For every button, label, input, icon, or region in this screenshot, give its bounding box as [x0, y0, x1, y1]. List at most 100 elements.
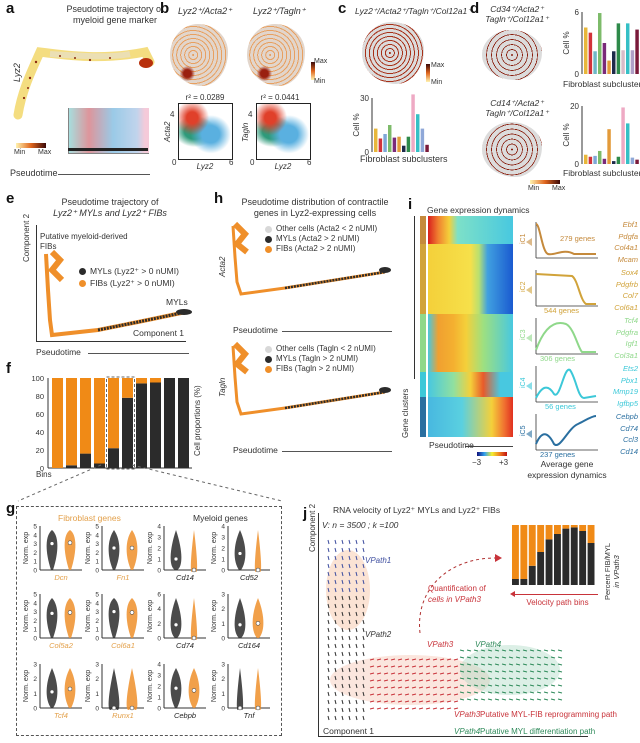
velocity-arrow-path3	[411, 672, 417, 675]
legend-swatch-fibs	[79, 280, 86, 287]
y-tick-label: 40	[36, 428, 44, 437]
bar-myls-bin-10	[178, 378, 189, 468]
velocity-arrow-path4	[557, 663, 563, 666]
violin-fib	[126, 668, 138, 711]
bar-9	[621, 50, 625, 74]
marker-gene-mmp19: Mmp19	[612, 387, 638, 396]
velocity-arrow-path4	[473, 698, 479, 701]
bar-fib-bin-8	[570, 525, 578, 528]
velocity-arrow	[334, 691, 337, 697]
velocity-arrow-path4	[550, 684, 556, 687]
panel-a-inset-scatter	[68, 108, 149, 154]
velocity-arrow	[355, 539, 358, 545]
cluster-gene-count: 306 genes	[540, 354, 576, 363]
gene-label: Runx1	[112, 711, 134, 720]
panel-label-c: c	[338, 0, 347, 17]
panel-i-colorbar	[477, 452, 507, 456]
velocity-arrow	[334, 667, 337, 673]
fib-cluster	[47, 249, 65, 283]
velocity-arrow	[348, 619, 351, 625]
velocity-arrow	[341, 547, 344, 553]
velocity-arrow	[334, 635, 337, 641]
panel-j-inset-ylabel-line1: Percent FIB/MYL	[603, 542, 612, 600]
bar-fibs-bin-7	[136, 378, 147, 384]
velocity-arrow-path3	[369, 658, 375, 661]
velocity-arrow-path3	[376, 679, 382, 682]
velocity-arrow-path4	[487, 691, 493, 694]
myl-cluster	[176, 309, 192, 315]
panel-i-footer: Average gene expression dynamics	[522, 459, 612, 481]
bar-9	[621, 107, 625, 164]
velocity-arrow-path3	[383, 700, 389, 703]
velocity-arrow	[355, 667, 358, 673]
median-dot-myl	[237, 705, 243, 711]
velocity-arrow	[355, 643, 358, 649]
panel-c-bar-chart: 0 30 Cell %	[352, 94, 429, 157]
panel-j-quantification: Quantification of cells in VPath3	[428, 583, 486, 605]
bar-3	[383, 134, 387, 152]
panel-d-title-cd34: Cd34⁺/Acta2⁺ Tagln⁺/Col12a1⁺	[482, 4, 552, 24]
bar-fibs-bin-6	[122, 378, 133, 398]
velocity-arrow	[362, 683, 365, 689]
velocity-arrow	[348, 563, 351, 569]
velocity-arrow-path3	[404, 672, 410, 675]
bar-fib-bin-7	[562, 525, 570, 529]
bar-fibs-bin-2	[66, 378, 77, 466]
velocity-arrow-path4	[515, 677, 521, 680]
bar-myl-bin-6	[554, 534, 561, 585]
velocity-arrow-path4	[515, 649, 521, 652]
cluster-marker-triangle	[526, 334, 532, 342]
velocity-arrow-path3	[439, 700, 445, 703]
bar-myls-bin-6	[122, 397, 133, 468]
velocity-arrow	[348, 675, 351, 681]
velocity-arrow-path4	[494, 670, 500, 673]
heatmap-block-ic4	[428, 372, 513, 397]
y-tick-label: 100	[31, 374, 44, 383]
velocity-arrow-path4	[494, 691, 500, 694]
trajectory-hotspot	[139, 58, 153, 68]
bar-fib-bin-2	[520, 525, 528, 579]
y-tick-label: 2	[157, 546, 161, 553]
myl-trajectory	[284, 270, 386, 290]
median-dot-myl	[173, 685, 179, 691]
cluster-marker-triangle	[526, 382, 532, 390]
velocity-arrow-path4	[543, 698, 549, 701]
velocity-arrow-path4	[557, 670, 563, 673]
velocity-arrow-path3	[369, 707, 375, 710]
panel-d-title-cd34-line1: Cd34⁺/Acta2⁺	[490, 4, 544, 14]
velocity-arrow	[355, 603, 358, 609]
velocity-arrow	[355, 579, 358, 585]
violin-myl	[108, 668, 120, 711]
violin-myl	[108, 598, 120, 638]
velocity-arrow	[334, 699, 337, 705]
y-tick-label: 4	[95, 600, 99, 607]
panel-d-tsne-cd34	[482, 30, 542, 80]
bar-myls-bin-3	[80, 453, 91, 468]
velocity-arrow	[348, 555, 351, 561]
velocity-arrow-path3	[397, 700, 403, 703]
velocity-arrow	[355, 627, 358, 633]
velocity-arrow-path3	[390, 693, 396, 696]
velocity-arrow-path4	[473, 649, 479, 652]
marker-gene-ebf1: Ebf1	[622, 220, 638, 229]
panel-c-colorbar-max: Max	[431, 62, 445, 69]
bar-myl-bin-8	[570, 527, 578, 585]
violin-fib	[254, 668, 262, 711]
y-tick-label: 5	[95, 592, 99, 599]
median-dot-fib	[191, 567, 197, 573]
violin-myl	[170, 530, 182, 570]
bar-10	[416, 114, 420, 152]
velocity-arrow	[341, 627, 344, 633]
velocity-arrow-path4	[550, 649, 556, 652]
velocity-arrow-path3	[411, 658, 417, 661]
velocity-arrow	[362, 707, 365, 713]
bar-fibs-bin-4	[94, 378, 105, 464]
myl-cluster	[379, 267, 391, 273]
velocity-arrow-path3	[418, 693, 424, 696]
velocity-arrow-path4	[529, 677, 535, 680]
velocity-arrow	[327, 547, 330, 553]
bar-fib-bin-4	[537, 525, 545, 552]
panel-b-scatter-acta2	[178, 103, 233, 160]
velocity-arrow-path4	[494, 698, 500, 701]
